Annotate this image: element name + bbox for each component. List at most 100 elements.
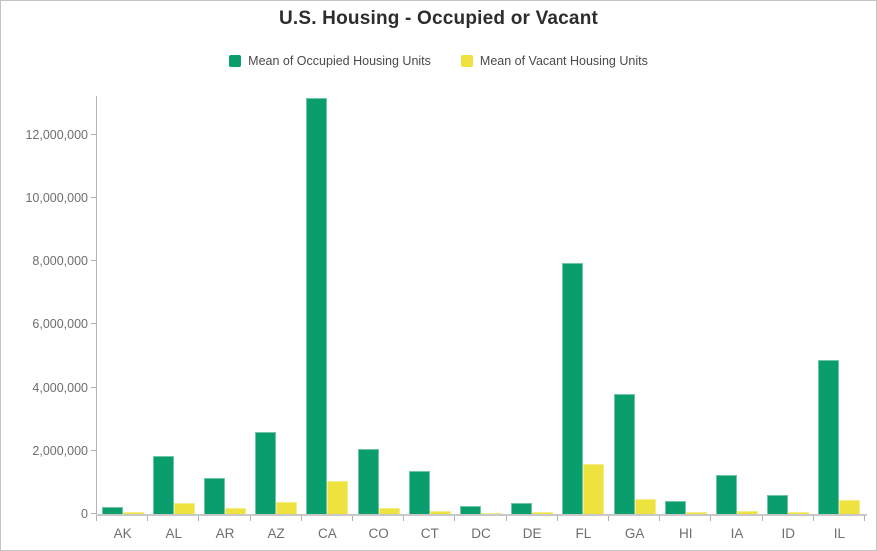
- x-axis-label-de: DE: [522, 526, 542, 541]
- bar-group-co: [353, 96, 404, 514]
- bar-co-occupied[interactable]: [357, 449, 379, 514]
- x-axis-label-dc: DC: [471, 526, 491, 541]
- bar-ca-vacant[interactable]: [327, 481, 349, 514]
- bar-il-vacant[interactable]: [839, 500, 861, 514]
- legend-label-occupied: Mean of Occupied Housing Units: [248, 54, 431, 68]
- x-axis-tick: [351, 516, 353, 521]
- y-axis-tick: [91, 134, 96, 135]
- bar-group-al: [148, 96, 199, 514]
- bar-ar-vacant[interactable]: [225, 508, 246, 514]
- legend-item-occupied[interactable]: Mean of Occupied Housing Units: [229, 54, 431, 68]
- bar-group-hi: [660, 96, 711, 514]
- legend-item-vacant[interactable]: Mean of Vacant Housing Units: [460, 54, 648, 68]
- bar-ia-occupied[interactable]: [716, 475, 738, 514]
- y-axis-label: 8,000,000: [32, 254, 88, 268]
- y-axis-label: 4,000,000: [32, 381, 88, 395]
- y-axis-tick: [91, 513, 96, 514]
- bar-group-ga: [609, 96, 660, 514]
- x-axis-label-hi: HI: [679, 526, 693, 541]
- x-axis-tick: [249, 516, 251, 521]
- bar-az-occupied[interactable]: [255, 432, 277, 514]
- bar-id-vacant[interactable]: [788, 512, 810, 514]
- bar-dc-vacant[interactable]: [481, 513, 503, 514]
- x-axis-label-az: AZ: [267, 526, 285, 541]
- x-axis-tick: [300, 516, 302, 521]
- plot-area: 0 2,000,000 4,000,000 6,000,000 8,000,000 10,…: [25, 96, 867, 541]
- x-axis-tick: [659, 516, 661, 521]
- x-axis-label-ar: AR: [215, 526, 235, 541]
- bar-group-ca: [302, 96, 353, 514]
- x-axis-label-il: IL: [833, 526, 846, 541]
- bar-group-ak: [97, 96, 148, 514]
- x-axis-tick: [710, 516, 712, 521]
- y-axis-tick: [91, 197, 96, 198]
- x-axis-tick: [607, 516, 609, 521]
- bar-ct-vacant[interactable]: [429, 511, 451, 514]
- bar-group-ia: [711, 96, 762, 514]
- bar-ak-occupied[interactable]: [101, 507, 123, 514]
- y-axis-tick: [91, 260, 96, 261]
- occupied-series-swatch-icon: [229, 55, 242, 67]
- bar-fl-occupied[interactable]: [562, 263, 584, 514]
- bar-hi-occupied[interactable]: [664, 501, 686, 514]
- x-axis-tick: [147, 516, 149, 521]
- bar-ga-occupied[interactable]: [613, 394, 635, 514]
- bar-ca-occupied[interactable]: [306, 98, 328, 514]
- legend-label-vacant: Mean of Vacant Housing Units: [479, 54, 648, 68]
- x-axis-tick: [864, 516, 865, 521]
- y-axis-tick: [91, 387, 96, 388]
- vacant-series-swatch-icon: [460, 55, 473, 67]
- x-axis-label-ak: AK: [113, 526, 132, 541]
- legend: Mean of Occupied Housing Units Mean of V…: [1, 54, 876, 68]
- bar-group-de: [507, 96, 558, 514]
- bar-de-occupied[interactable]: [511, 503, 533, 514]
- x-axis-line: [96, 514, 867, 516]
- y-axis-tick: [91, 323, 96, 324]
- bar-il-occupied[interactable]: [818, 360, 840, 514]
- x-axis-tick: [556, 516, 558, 521]
- bar-az-vacant[interactable]: [276, 502, 298, 514]
- bar-ct-occupied[interactable]: [408, 471, 430, 514]
- x-axis-label-co: CO: [368, 526, 389, 541]
- bar-group-ct: [404, 96, 455, 514]
- x-axis-label-id: ID: [781, 526, 795, 541]
- bar-ar-occupied[interactable]: [204, 478, 225, 514]
- bar-group-az: [251, 96, 302, 514]
- y-axis-label: 10,000,000: [25, 191, 88, 205]
- x-axis-tick: [505, 516, 507, 521]
- bar-ia-vacant[interactable]: [737, 511, 759, 514]
- bar-dc-occupied[interactable]: [460, 506, 482, 514]
- y-axis-label: 6,000,000: [32, 317, 88, 331]
- bar-al-occupied[interactable]: [152, 456, 174, 514]
- x-axis-tick: [403, 516, 405, 521]
- y-axis-tick: [91, 450, 96, 451]
- x-axis-label-ct: CT: [420, 526, 439, 541]
- bar-de-vacant[interactable]: [532, 512, 554, 514]
- bar-id-occupied[interactable]: [767, 495, 789, 514]
- y-axis-label: 12,000,000: [25, 128, 88, 142]
- y-axis-label: 0: [81, 507, 88, 521]
- x-axis-label-fl: FL: [575, 526, 592, 541]
- bar-hi-vacant[interactable]: [685, 512, 707, 514]
- x-axis-tick: [812, 516, 814, 521]
- x-axis-tick: [761, 516, 763, 521]
- x-axis-tick: [454, 516, 456, 521]
- x-axis-label-ia: IA: [730, 526, 744, 541]
- bar-al-vacant[interactable]: [173, 503, 195, 514]
- x-axis-label-al: AL: [165, 526, 183, 541]
- x-axis-label-ca: CA: [318, 526, 337, 541]
- bar-group-dc: [455, 96, 506, 514]
- bar-group-il: [814, 96, 865, 514]
- bar-group-fl: [558, 96, 609, 514]
- y-axis-label: 2,000,000: [32, 444, 88, 458]
- bar-group-ar: [199, 96, 250, 514]
- bar-fl-vacant[interactable]: [583, 464, 605, 514]
- bar-groups: [97, 96, 865, 514]
- x-axis-label-ga: GA: [624, 526, 645, 541]
- bar-co-vacant[interactable]: [378, 508, 400, 514]
- bar-ga-vacant[interactable]: [634, 499, 656, 514]
- bar-ak-vacant[interactable]: [122, 512, 144, 514]
- x-axis-tick: [198, 516, 200, 521]
- bar-group-id: [763, 96, 814, 514]
